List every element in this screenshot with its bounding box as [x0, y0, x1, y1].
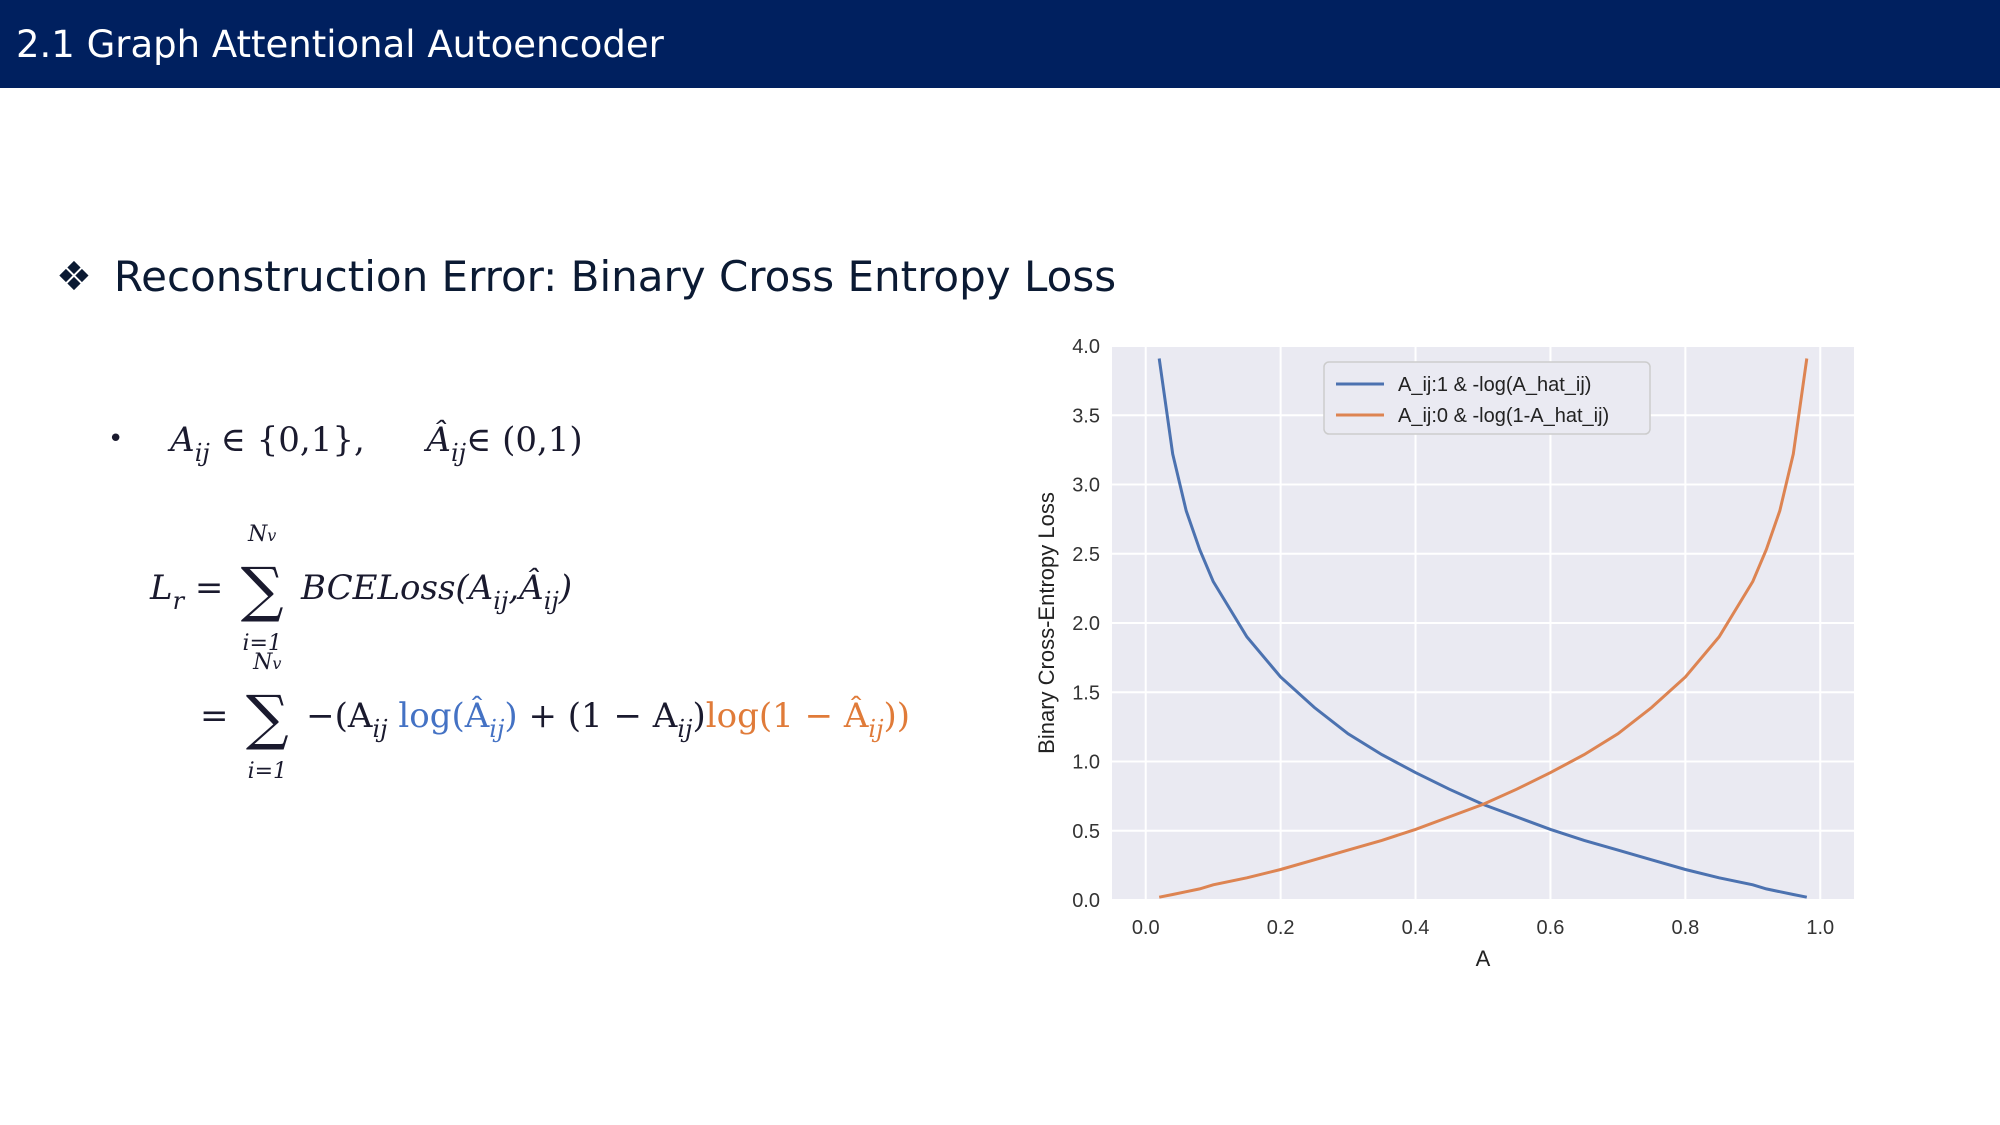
equation-loss-expanded: = Nv ∑ i=1 −(Aij log(Âij) + (1 − Aij)log… — [200, 650, 911, 784]
bullet-dot: • — [108, 424, 124, 454]
y-tick-label: 0.5 — [1072, 821, 1100, 843]
bce-expression: BCELoss(Aij,Âij) — [301, 568, 573, 615]
loss-symbol-sub: r — [172, 587, 185, 615]
equation-loss-definition: Lr = Nv ∑ i=1 BCELoss(Aij,Âij) — [150, 522, 573, 656]
x-tick-label: 0.4 — [1402, 917, 1430, 939]
sum-lower-limit: i=1 — [242, 631, 282, 656]
sum-upper-limit-2: Nv — [253, 650, 282, 675]
legend-label-2: A_ij:0 & -log(1-A_hat_ij) — [1398, 405, 1609, 427]
y-tick-label: 3.0 — [1072, 475, 1100, 497]
section-heading: ❖ Reconstruction Error: Binary Cross Ent… — [56, 252, 1116, 301]
x-axis-label: A — [1476, 946, 1491, 971]
section-heading-text: Reconstruction Error: Binary Cross Entro… — [113, 252, 1117, 301]
sigma-symbol-2: ∑ — [245, 683, 289, 753]
slide-title: 2.1 Graph Attentional Autoencoder — [16, 22, 664, 66]
term-log-positive: log(Âij) — [387, 696, 518, 743]
sum-upper-limit: Nv — [248, 522, 277, 547]
term-middle: + (1 − Aij) — [517, 696, 706, 743]
series-line-2 — [1158, 358, 1809, 899]
var-a-sub: ij — [194, 439, 210, 467]
equals-sign-2: = — [200, 696, 229, 736]
term-prefix: −(Aij — [306, 696, 388, 743]
summation: Nv ∑ i=1 — [234, 522, 290, 656]
x-tick-label: 1.0 — [1806, 917, 1834, 939]
y-tick-label: 1.5 — [1072, 682, 1100, 704]
legend-label-1: A_ij:1 & -log(A_hat_ij) — [1398, 374, 1591, 396]
var-a: A — [170, 420, 195, 460]
bce-loss-chart: 0.0 0.5 1.0 1.5 2.0 2.5 3.0 3.5 4.0 0.0 0.2 0.4 0.6 0… — [1034, 336, 1854, 971]
sigma-symbol: ∑ — [240, 555, 284, 625]
var-a-hat-sub: ij — [450, 439, 467, 467]
title-bar: 2.1 Graph Attentional Autoencoder — [0, 0, 2000, 88]
x-tick-label: 0.8 — [1671, 917, 1699, 939]
set-open-interval: ∈ (0,1) — [466, 420, 583, 460]
x-tick-label: 0.2 — [1267, 917, 1295, 939]
var-a-hat: Â — [426, 420, 451, 460]
set-binary: ∈ {0,1}, — [209, 420, 365, 460]
y-tick-label: 2.5 — [1072, 544, 1100, 566]
x-tick-label: 0.6 — [1537, 917, 1565, 939]
x-tick-label: 0.0 — [1132, 917, 1160, 939]
equals-sign: = — [194, 568, 224, 608]
sum-lower-limit-2: i=1 — [247, 759, 288, 784]
y-tick-label: 2.0 — [1072, 613, 1100, 635]
diamond-bullet-icon: ❖ — [56, 253, 92, 300]
loss-symbol: L — [150, 568, 173, 608]
legend-box — [1323, 361, 1651, 435]
term-log-negative: log(1 − Âij)) — [705, 696, 911, 743]
y-tick-label: 0.0 — [1072, 890, 1100, 912]
y-axis-label: Binary Cross-Entropy Loss — [1034, 492, 1059, 754]
y-tick-label: 4.0 — [1072, 336, 1100, 358]
y-tick-label: 1.0 — [1072, 752, 1100, 774]
summation-2: Nv ∑ i=1 — [239, 650, 295, 784]
y-tick-label: 3.5 — [1072, 405, 1100, 427]
domain-definition: • Aij ∈ {0,1}, Âij∈ (0,1) — [108, 420, 583, 467]
